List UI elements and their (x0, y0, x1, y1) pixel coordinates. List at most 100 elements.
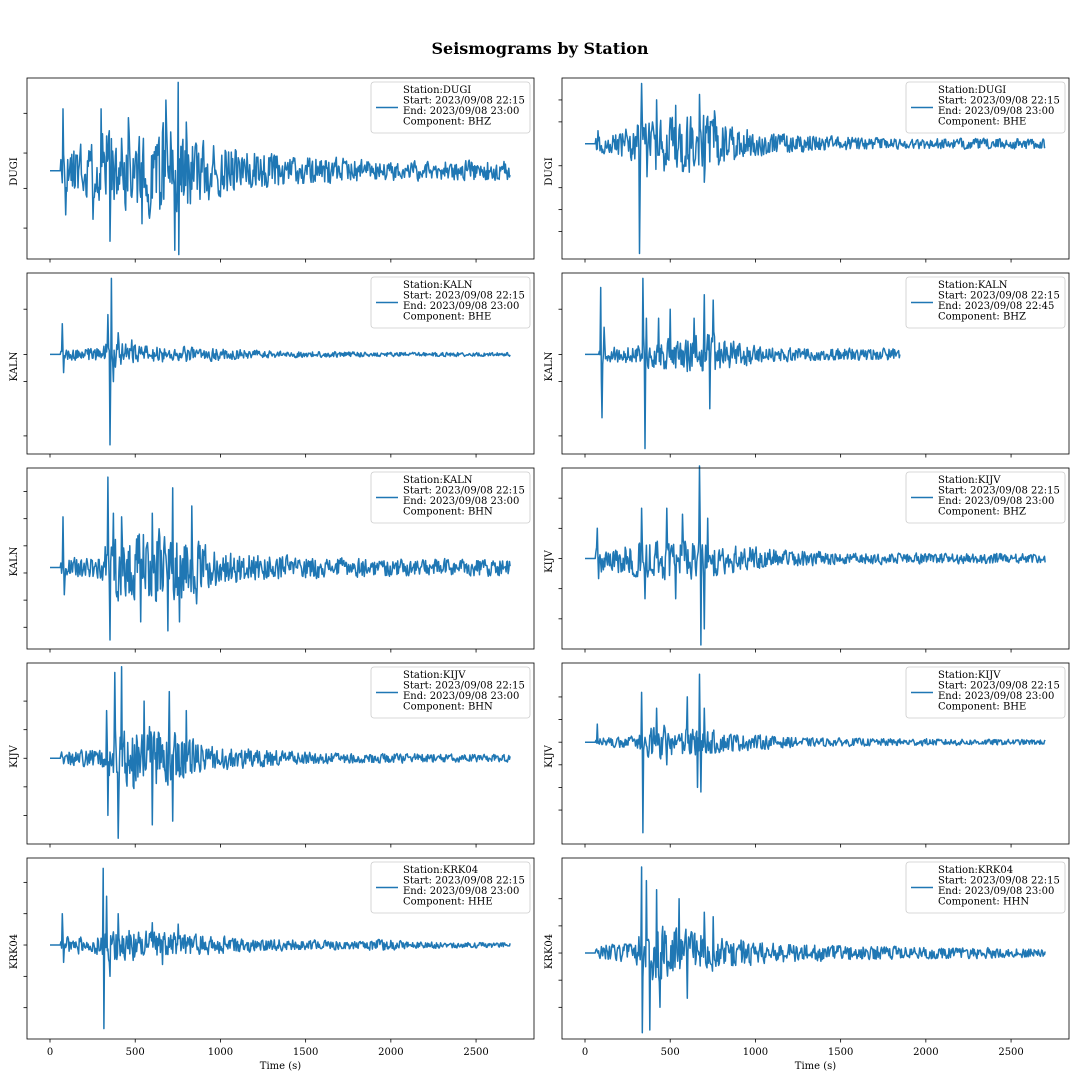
legend-text: Station:DUGI (938, 85, 1006, 96)
legend-text: End: 2023/09/08 23:00 (938, 886, 1054, 897)
x-tick-label: 500 (126, 1047, 145, 1058)
axes-frame (561, 77, 1070, 260)
legend-box (370, 666, 531, 719)
x-tick-label: 2000 (378, 1047, 403, 1058)
legend-text: Component: BHZ (403, 117, 491, 128)
axes-frame (26, 662, 535, 845)
legend-text: End: 2023/09/08 23:00 (938, 106, 1054, 117)
waveform-line (584, 465, 1046, 646)
legend-text: Component: BHZ (938, 312, 1026, 323)
waveform-line (49, 476, 511, 641)
waveform-line (49, 81, 511, 256)
legend-text: Station:KRK04 (938, 865, 1013, 876)
legend-text: Start: 2023/09/08 22:15 (403, 291, 525, 302)
legend-text: Component: BHE (403, 312, 491, 323)
legend-text: Component: HHE (403, 897, 493, 908)
legend-text: Station:KALN (938, 280, 1008, 291)
waveform-line (584, 82, 1046, 255)
x-tick-label: 1500 (828, 1047, 853, 1058)
legend-box (370, 471, 531, 524)
seismogram-panel: 0 500 1000 1500 2000 2500 Time (s) KRK04 Station… (9, 857, 535, 1072)
legend-box (370, 81, 531, 134)
y-axis-label: KIJV (9, 744, 20, 767)
waveform-line (49, 277, 511, 446)
legend-text: Component: BHE (938, 702, 1026, 713)
seismogram-panel: 0 500 1000 1500 2000 2500 Time (s) KRK04 Station… (544, 857, 1070, 1072)
legend-box (905, 471, 1066, 524)
legend-box (905, 276, 1066, 329)
x-tick-label: 1500 (293, 1047, 318, 1058)
legend-text: Start: 2023/09/08 22:15 (938, 681, 1060, 692)
legend-text: Station:KIJV (938, 670, 1001, 681)
axes-frame (561, 662, 1070, 845)
legend-text: Station:KRK04 (403, 865, 478, 876)
legend-text: Component: BHN (403, 507, 493, 518)
y-axis-label: KIJV (544, 744, 555, 767)
legend-text: End: 2023/09/08 23:00 (403, 691, 519, 702)
x-tick-label: 2500 (998, 1047, 1023, 1058)
waveform-line (584, 277, 901, 450)
legend-text: End: 2023/09/08 23:00 (403, 886, 519, 897)
legend-text: Start: 2023/09/08 22:15 (403, 876, 525, 887)
y-axis-label: DUGI (544, 157, 555, 185)
legend-box (370, 861, 531, 914)
legend-text: End: 2023/09/08 23:00 (403, 106, 519, 117)
legend-text: Station:KALN (403, 475, 473, 486)
legend-text: End: 2023/09/08 23:00 (403, 301, 519, 312)
x-tick-label: 1000 (743, 1047, 768, 1058)
x-tick-label: 0 (47, 1047, 53, 1058)
legend-text: End: 2023/09/08 23:00 (938, 691, 1054, 702)
legend-text: Start: 2023/09/08 22:15 (938, 291, 1060, 302)
legend-text: Station:KIJV (403, 670, 466, 681)
axes-frame (561, 857, 1070, 1040)
y-axis-label: KRK04 (9, 934, 20, 969)
legend-text: Start: 2023/09/08 22:15 (403, 96, 525, 107)
legend-box (905, 666, 1066, 719)
axes-frame (26, 272, 535, 455)
waveform-line (49, 666, 511, 840)
axes-frame (26, 857, 535, 1040)
x-tick-label: 500 (661, 1047, 680, 1058)
x-axis-label: Time (s) (260, 1061, 301, 1072)
x-tick-label: 0 (582, 1047, 588, 1058)
y-axis-label: DUGI (9, 157, 20, 185)
figure-title: Seismograms by Station (431, 39, 648, 58)
x-axis-label: Time (s) (795, 1061, 836, 1072)
x-tick-label: 1000 (208, 1047, 233, 1058)
y-axis-label: KIJV (544, 549, 555, 572)
legend-text: Component: HHN (938, 897, 1029, 908)
x-tick-label: 2500 (463, 1047, 488, 1058)
waveform-line (584, 866, 1046, 1034)
legend-box (370, 276, 531, 329)
legend-text: End: 2023/09/08 23:00 (938, 496, 1054, 507)
waveform-line (584, 673, 1046, 834)
legend-text: Start: 2023/09/08 22:15 (938, 486, 1060, 497)
legend-box (905, 81, 1066, 134)
legend-box (905, 861, 1066, 914)
axes-frame (26, 467, 535, 650)
y-axis-label: KRK04 (544, 934, 555, 969)
y-axis-label: KALN (9, 351, 20, 381)
axes-frame (561, 272, 1070, 455)
legend-text: Station:KIJV (938, 475, 1001, 486)
legend-text: Start: 2023/09/08 22:15 (938, 876, 1060, 887)
legend-text: Component: BHN (403, 702, 493, 713)
legend-text: Start: 2023/09/08 22:15 (403, 486, 525, 497)
legend-text: Station:KALN (403, 280, 473, 291)
